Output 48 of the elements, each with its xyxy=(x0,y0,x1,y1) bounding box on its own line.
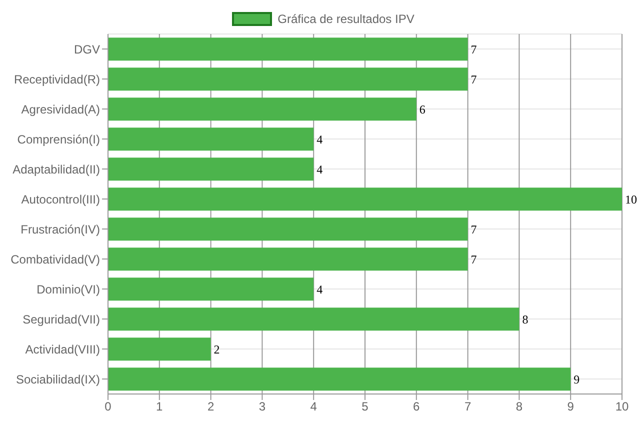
data-label: 7 xyxy=(470,42,477,56)
bar xyxy=(108,188,622,211)
bar xyxy=(108,218,468,241)
x-tick-label: 8 xyxy=(516,400,523,414)
y-tick-label: Comprensión(I) xyxy=(17,132,100,146)
x-tick-label: 0 xyxy=(104,400,112,414)
y-tick-label: Receptividad(R) xyxy=(14,72,100,86)
x-tick-label: 4 xyxy=(310,400,318,414)
x-tick-label: 1 xyxy=(156,400,164,414)
bar xyxy=(108,68,468,91)
bar xyxy=(108,368,571,391)
x-tick-label: 9 xyxy=(567,400,574,414)
y-tick-label: Sociabilidad(IX) xyxy=(16,372,100,386)
data-label: 2 xyxy=(214,342,220,356)
data-label: 8 xyxy=(522,312,528,326)
x-tick-label: 7 xyxy=(464,400,472,414)
x-tick-label: 2 xyxy=(207,400,214,414)
bar xyxy=(108,98,416,121)
x-tick-label: 3 xyxy=(258,400,266,414)
y-tick-label: Autocontrol(III) xyxy=(21,192,100,206)
data-label: 7 xyxy=(470,222,477,236)
bar xyxy=(108,128,314,151)
data-label: 7 xyxy=(470,72,477,86)
bar xyxy=(108,308,520,331)
bar xyxy=(108,338,211,361)
bar xyxy=(108,248,468,271)
bar xyxy=(108,38,468,61)
data-label: 9 xyxy=(574,372,580,386)
x-tick-label: 6 xyxy=(413,400,420,414)
legend-label: Gráfica de resultados IPV xyxy=(278,12,414,26)
data-label: 4 xyxy=(316,132,323,146)
y-tick-label: Combatividad(V) xyxy=(10,252,100,266)
data-label: 4 xyxy=(316,282,323,296)
y-tick-label: Dominio(VI) xyxy=(36,282,100,296)
y-tick-label: Agresividad(A) xyxy=(21,102,100,116)
data-label: 4 xyxy=(316,162,323,176)
y-tick-label: Frustración(IV) xyxy=(20,222,100,236)
bar xyxy=(108,158,314,181)
data-label: 7 xyxy=(470,252,477,266)
y-tick-label: Seguridad(VII) xyxy=(22,312,100,326)
y-tick-label: Actividad(VIII) xyxy=(25,342,100,356)
y-tick-label: Adaptabilidad(II) xyxy=(12,162,100,176)
data-label: 10 xyxy=(625,192,637,206)
x-tick-label: 10 xyxy=(615,400,629,414)
y-tick-label: DGV xyxy=(74,42,100,56)
data-label: 6 xyxy=(419,102,426,116)
x-tick-label: 5 xyxy=(362,400,369,414)
bar xyxy=(108,278,314,301)
